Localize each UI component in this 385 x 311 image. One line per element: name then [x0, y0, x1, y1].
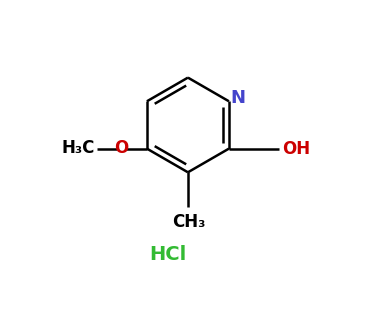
Text: O: O: [114, 139, 128, 157]
Text: CH₃: CH₃: [172, 213, 206, 231]
Text: OH: OH: [282, 140, 310, 158]
Text: HCl: HCl: [149, 245, 187, 264]
Text: N: N: [230, 89, 245, 107]
Text: H₃C: H₃C: [61, 139, 94, 157]
